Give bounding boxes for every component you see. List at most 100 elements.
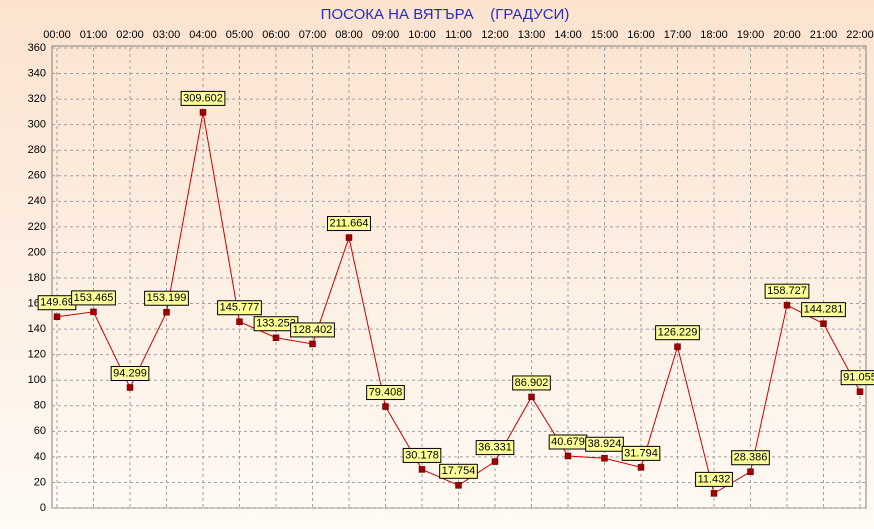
- y-tick-label: 200: [28, 246, 46, 258]
- data-label-text: 31.794: [624, 447, 658, 459]
- data-label-text: 133.253: [256, 318, 296, 330]
- x-tick-label: 16:00: [627, 29, 655, 41]
- data-label-text: 158.727: [767, 285, 807, 297]
- x-tick-label: 00:00: [43, 29, 71, 41]
- x-tick-label: 02:00: [116, 29, 144, 41]
- x-tick-label: 18:00: [700, 29, 728, 41]
- marker: [163, 308, 170, 316]
- data-label-box: [71, 290, 116, 306]
- data-label: 128.402: [290, 322, 335, 338]
- data-label: 11.432: [695, 471, 733, 487]
- data-label-text: 17.754: [442, 465, 476, 477]
- marker: [747, 468, 754, 475]
- y-tick-label: 240: [28, 195, 46, 207]
- marker: [820, 320, 827, 327]
- data-label: 79.408: [366, 385, 405, 401]
- x-tick-label: 19:00: [737, 29, 765, 41]
- data-label: 94.299: [110, 366, 150, 382]
- data-label: 38.924: [585, 436, 624, 452]
- marker: [637, 464, 645, 471]
- marker: [236, 318, 243, 325]
- y-tick-label: 140: [28, 323, 46, 335]
- data-label: 145.777: [217, 300, 262, 316]
- data-label: 31.794: [621, 445, 661, 461]
- y-tick-label: 300: [28, 119, 46, 131]
- marker: [418, 466, 426, 473]
- data-label-text: 28.386: [734, 452, 768, 464]
- data-label-text: 309.602: [183, 92, 223, 104]
- y-tick-label: 120: [28, 349, 46, 361]
- data-label-text: 126.229: [658, 327, 698, 339]
- data-label-box: [801, 302, 846, 318]
- data-label-box: [217, 300, 262, 316]
- x-tick-label: 03:00: [153, 29, 181, 41]
- chart-title: ПОСОКА НА ВЯТЪРА (ГРАДУСИ): [321, 6, 570, 23]
- marker: [564, 452, 572, 460]
- x-tick-label: 06:00: [262, 29, 290, 41]
- data-label-box: [840, 370, 874, 386]
- data-label-box: [655, 325, 700, 341]
- data-label-text: 11.432: [698, 473, 731, 485]
- y-tick-label: 340: [28, 67, 46, 79]
- marker: [90, 308, 97, 316]
- data-label-text: 153.465: [74, 292, 114, 304]
- data-label: 211.664: [327, 216, 371, 232]
- x-tick-label: 11:00: [445, 29, 472, 41]
- x-tick-label: 08:00: [335, 29, 363, 41]
- x-tick-label: 21:00: [810, 29, 838, 41]
- marker: [272, 334, 280, 341]
- x-tick-label: 13:00: [518, 29, 546, 41]
- data-label: 36.331: [475, 440, 515, 456]
- marker: [126, 384, 134, 391]
- marker: [199, 109, 207, 116]
- data-label: 91.055: [840, 370, 874, 386]
- y-tick-label: 180: [28, 272, 46, 284]
- x-tick-label: 10:00: [408, 29, 436, 41]
- data-label-box: [512, 375, 551, 391]
- x-tick-label: 14:00: [554, 29, 582, 41]
- y-tick-label: 80: [34, 400, 46, 412]
- data-label-box: [621, 445, 661, 461]
- data-label: 28.386: [731, 450, 770, 466]
- x-tick-label: 15:00: [591, 29, 619, 41]
- x-tick-label: 01:00: [80, 29, 108, 41]
- x-tick-label: 09:00: [372, 29, 400, 41]
- data-label-text: 153.199: [147, 292, 187, 304]
- data-label-box: [475, 440, 515, 456]
- x-tick-label: 17:00: [664, 29, 692, 41]
- data-label-text: 144.281: [804, 304, 844, 316]
- data-label-text: 79.408: [369, 386, 403, 398]
- data-label-box: [585, 436, 624, 452]
- data-label-text: 86.902: [515, 377, 549, 389]
- data-label: 126.229: [655, 325, 700, 341]
- marker: [710, 490, 718, 497]
- marker: [674, 343, 681, 350]
- y-tick-label: 260: [28, 170, 46, 182]
- marker: [455, 482, 462, 489]
- y-tick-label: 100: [28, 374, 46, 386]
- data-label-box: [402, 447, 442, 463]
- marker: [382, 403, 389, 410]
- data-label-text: 128.402: [293, 324, 333, 336]
- data-label: 30.178: [402, 447, 442, 463]
- y-tick-label: 40: [34, 451, 46, 463]
- marker: [491, 458, 499, 465]
- data-label-box: [695, 471, 733, 487]
- data-label-text: 149.69: [40, 297, 74, 309]
- data-label-text: 91.055: [843, 372, 874, 384]
- data-label-text: 94.299: [113, 367, 147, 379]
- data-label-text: 40.679: [551, 436, 585, 448]
- data-label-box: [144, 290, 189, 306]
- x-tick-label: 12:00: [481, 29, 509, 41]
- marker: [601, 455, 608, 462]
- y-tick-label: 220: [28, 221, 46, 233]
- data-label-box: [110, 366, 150, 382]
- x-tick-label: 07:00: [299, 29, 327, 41]
- data-label: 153.465: [71, 290, 116, 306]
- data-label-box: [764, 283, 810, 299]
- data-label: 40.679: [548, 434, 588, 450]
- data-label: 17.754: [439, 463, 478, 479]
- marker: [345, 234, 353, 241]
